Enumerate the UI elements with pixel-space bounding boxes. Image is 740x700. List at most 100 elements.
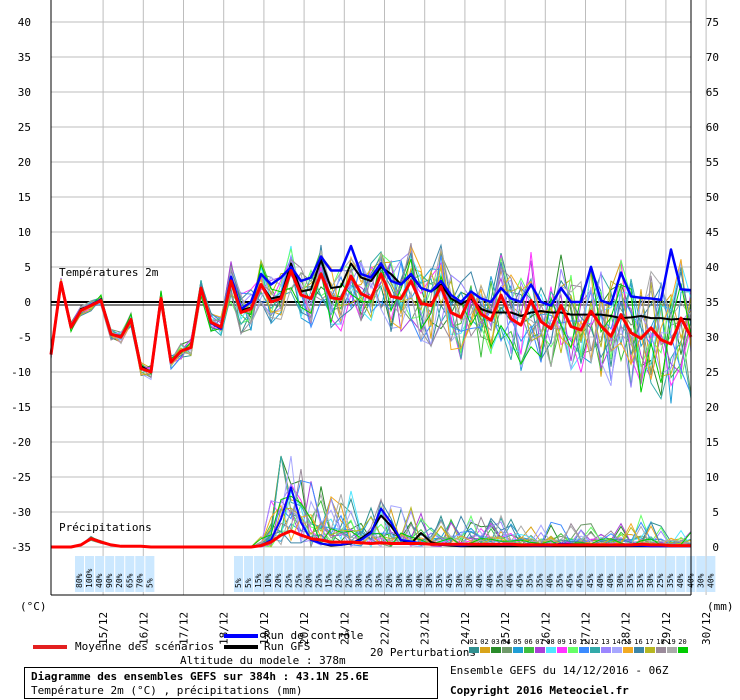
perturbation-swatches: 01 02 03 04 05 06 07 08 09 10 11 12 13 14 15 16 17 18 19 20 — [468, 638, 690, 658]
precip-prob-cell — [135, 556, 145, 592]
perturbation-legend-swatch — [534, 647, 545, 653]
y-left-tick-label: -5 — [18, 331, 31, 344]
y-left-tick-label: -35 — [11, 541, 31, 554]
precip-prob-label: 25% — [294, 573, 303, 588]
precip-prob-cell — [696, 556, 706, 592]
perturbation-legend-item: 02 — [479, 638, 490, 653]
perturbation-legend-swatch — [655, 647, 666, 653]
y-right-tick-label: 30 — [706, 331, 719, 344]
perturbation-legend-item: 13 — [600, 638, 611, 653]
y-left-tick-label: 30 — [18, 86, 31, 99]
y-right-tick-label: 45 — [706, 226, 719, 239]
precip-prob-cell — [304, 556, 314, 592]
precip-prob-label: 5% — [244, 578, 253, 588]
precip-prob-label: 35% — [435, 573, 444, 588]
perturbation-legend-item: 19 — [666, 638, 677, 653]
perturbation-legend-id: 08 — [546, 638, 555, 646]
precip-prob-cell — [656, 556, 666, 592]
precip-prob-label: 45% — [515, 573, 524, 588]
perturbation-legend-swatch — [622, 647, 633, 653]
precip-prob-cell — [85, 556, 95, 592]
y-right-tick-label: 70 — [706, 51, 719, 64]
precip-prob-cell — [505, 556, 515, 592]
perturbation-legend-id: 10 — [568, 638, 577, 646]
x-tick-label: 24/12 — [459, 612, 472, 645]
precip-prob-label: 25% — [656, 573, 665, 588]
perturbation-legend-item: 07 — [534, 638, 545, 653]
y-left-tick-label: -30 — [11, 506, 31, 519]
precip-prob-label: 30% — [405, 573, 414, 588]
precip-prob-label: 40% — [415, 573, 424, 588]
precip-prob-cell — [354, 556, 364, 592]
perturbation-legend-swatch — [479, 647, 490, 653]
precip-prob-cell — [535, 556, 545, 592]
perturbation-legend-item: 04 — [501, 638, 512, 653]
precip-prob-cell — [234, 556, 243, 592]
precip-prob-label: 30% — [696, 573, 705, 588]
precip-prob-label: 25% — [365, 573, 374, 588]
y-right-tick-label: 40 — [706, 261, 719, 274]
precip-prob-label: 40% — [475, 573, 484, 588]
perturbation-legend-swatch — [545, 647, 556, 653]
precip-prob-cell — [364, 556, 374, 592]
x-tick-label: 23/12 — [419, 612, 432, 645]
perturbation-legend-item: 11 — [578, 638, 589, 653]
perturbation-legend-item: 01 — [468, 638, 479, 653]
precip-prob-label: 35% — [495, 573, 504, 588]
run-info: Ensemble GEFS du 14/12/2016 - 06Z — [450, 664, 669, 677]
precip-prob-label: 30% — [355, 573, 364, 588]
precip-prob-label: 40% — [676, 573, 685, 588]
perturbation-legend-item: 16 — [633, 638, 644, 653]
precip-prob-label: 35% — [666, 573, 675, 588]
precip-prob-cell — [264, 556, 274, 592]
x-tick-label: 28/12 — [620, 612, 633, 645]
x-tick-label: 15/12 — [97, 612, 110, 645]
precip-prob-label: 40% — [95, 573, 104, 588]
y-left-tick-label: 10 — [18, 226, 31, 239]
precip-prob-cell — [455, 556, 465, 592]
precip-prob-cell — [585, 556, 595, 592]
title-box: Diagramme des ensembles GEFS sur 384h : … — [24, 667, 438, 699]
y-right-tick-label: 15 — [706, 436, 719, 449]
y-right-tick-label: 60 — [706, 121, 719, 134]
precip-prob-label: 40% — [505, 573, 514, 588]
y-right-tick-label: 50 — [706, 191, 719, 204]
precip-prob-label: 5% — [145, 578, 154, 588]
perturbation-legend-swatch — [512, 647, 523, 653]
precip-prob-cell — [625, 556, 635, 592]
altitude: Altitude du modele : 378m — [180, 654, 346, 667]
precip-prob-label: 25% — [335, 573, 344, 588]
precip-prob-label: 30% — [395, 573, 404, 588]
precip-prob-cell — [384, 556, 394, 592]
perturbation-legend-item: 18 — [655, 638, 666, 653]
x-tick-label: 21/12 — [338, 612, 351, 645]
perturbation-legend-item: 08 — [545, 638, 556, 653]
y-left-tick-label: 15 — [18, 191, 31, 204]
precip-prob-label: 40% — [706, 573, 715, 588]
perturbation-legend-id: 04 — [502, 638, 511, 646]
legend-perturbations-label: 20 Perturbations — [370, 646, 476, 659]
y-left-tick-label: -20 — [11, 436, 31, 449]
y-left-tick-label: 25 — [18, 121, 31, 134]
perturbation-legend-id: 14 — [612, 638, 621, 646]
y-right-tick-label: 75 — [706, 16, 719, 29]
y-right-tick-label: 25 — [706, 366, 719, 379]
legend-gfs-swatch — [224, 645, 258, 649]
perturbation-legend-swatch — [556, 647, 567, 653]
x-tick-label: 26/12 — [539, 612, 552, 645]
precip-prob-cell — [95, 556, 105, 592]
precip-prob-label: 20% — [115, 573, 124, 588]
precip-prob-cell — [244, 556, 254, 592]
copyright: Copyright 2016 Meteociel.fr — [450, 684, 629, 697]
precip-prob-label: 45% — [566, 573, 575, 588]
perturbation-legend-item: 15 — [622, 638, 633, 653]
precip-prob-cell — [666, 556, 676, 592]
y-left-tick-label: 0 — [24, 296, 31, 309]
precip-prob-cell — [254, 556, 264, 592]
perturbation-legend-swatch — [600, 647, 611, 653]
precip-prob-label: 20% — [274, 573, 283, 588]
perturbation-legend-swatch — [578, 647, 589, 653]
precip-prob-label: 35% — [536, 573, 545, 588]
precip-prob-cell — [344, 556, 354, 592]
